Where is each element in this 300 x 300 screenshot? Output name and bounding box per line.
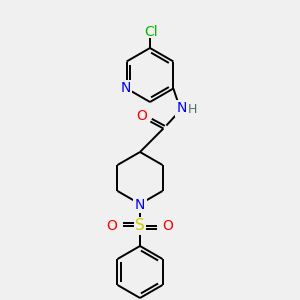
Text: N: N: [120, 82, 131, 95]
Text: H: H: [188, 103, 197, 116]
Text: N: N: [176, 101, 187, 116]
Text: O: O: [163, 219, 173, 233]
Text: O: O: [136, 110, 147, 124]
Text: S: S: [135, 218, 145, 233]
Text: Cl: Cl: [144, 25, 158, 39]
Text: O: O: [106, 219, 117, 233]
Text: N: N: [135, 198, 145, 212]
